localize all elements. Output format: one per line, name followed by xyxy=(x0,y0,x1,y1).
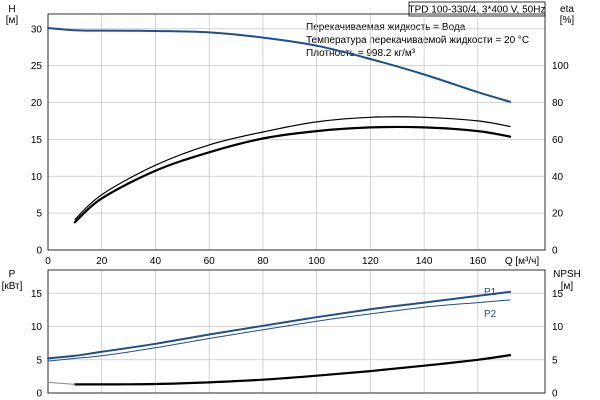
left-tick-label: 15 xyxy=(31,135,43,146)
right-tick-label: 15 xyxy=(552,289,564,300)
bottom-panel: 0 5 10 15 0 5 10 15 xyxy=(31,269,564,400)
left-tick-label: 15 xyxy=(31,289,43,300)
x-axis-title: Q [м³/ч] xyxy=(505,256,540,267)
x-tick-label: 0 xyxy=(45,256,51,267)
left-tick-label: 5 xyxy=(36,209,42,220)
series-label-p1: P1 xyxy=(484,287,497,298)
x-tick-label: 20 xyxy=(96,256,108,267)
top-left-axis-unit: [м] xyxy=(6,15,19,26)
right-tick-label: 100 xyxy=(552,61,569,72)
series-label-p2: P2 xyxy=(484,309,497,320)
right-tick-label: 80 xyxy=(552,98,564,109)
note-density: Плотность = 998.2 кг/м³ xyxy=(306,48,416,59)
left-tick-label: 10 xyxy=(31,172,43,183)
left-tick-label: 10 xyxy=(31,322,43,333)
top-right-axis-unit: [%] xyxy=(560,15,575,26)
bottom-left-axis-title: P xyxy=(9,269,16,280)
top-series-line-0 xyxy=(47,27,512,103)
top-series-line-1 xyxy=(74,116,511,221)
bottom-right-axis-title: NPSH xyxy=(553,269,581,280)
top-series-line-2 xyxy=(73,125,512,224)
left-tick-label: 0 xyxy=(36,246,42,257)
x-tick-label: 80 xyxy=(257,256,269,267)
pump-label: TPD 100-330/4, 3*400 V, 50Hz xyxy=(409,5,546,16)
plot-frame xyxy=(47,269,546,394)
right-tick-label: 60 xyxy=(552,135,564,146)
top-panel: 0 20 40 60 80 100 120 140 160 0 5 10 15 20 25 30 0 20 40 60… xyxy=(31,13,569,267)
bottom-series-line-3 xyxy=(47,381,76,385)
x-tick-label: 120 xyxy=(362,256,379,267)
left-tick-label: 25 xyxy=(31,61,43,72)
right-tick-label: 5 xyxy=(552,355,558,366)
note-fluid: Перекачиваемая жидкость = Вода xyxy=(306,22,466,33)
left-tick-label: 0 xyxy=(36,389,42,400)
bottom-series-line-2 xyxy=(73,354,512,386)
left-tick-label: 5 xyxy=(36,355,42,366)
bottom-left-axis-unit: [кВт] xyxy=(2,281,23,292)
plot-frame xyxy=(47,13,546,251)
right-tick-label: 10 xyxy=(552,322,564,333)
pump-label-box xyxy=(408,1,546,17)
x-tick-label: 160 xyxy=(469,256,486,267)
bottom-right-axis-unit: [м] xyxy=(561,281,574,292)
bottom-series-line-0 xyxy=(47,290,512,360)
right-tick-label: 0 xyxy=(552,246,558,257)
left-tick-label: 30 xyxy=(31,24,43,35)
bottom-series-line-1 xyxy=(47,299,511,362)
x-tick-label: 140 xyxy=(416,256,433,267)
top-left-axis-title: H xyxy=(8,4,15,15)
right-tick-label: 20 xyxy=(552,209,564,220)
x-tick-label: 100 xyxy=(308,256,325,267)
left-tick-label: 20 xyxy=(31,98,43,109)
x-tick-label: 60 xyxy=(204,256,216,267)
x-tick-label: 40 xyxy=(150,256,162,267)
right-tick-label: 0 xyxy=(552,389,558,400)
right-tick-label: 40 xyxy=(552,172,564,183)
top-right-axis-title: eta xyxy=(560,4,574,15)
note-temperature: Температура перекачиваемой жидкости = 20… xyxy=(306,35,529,46)
